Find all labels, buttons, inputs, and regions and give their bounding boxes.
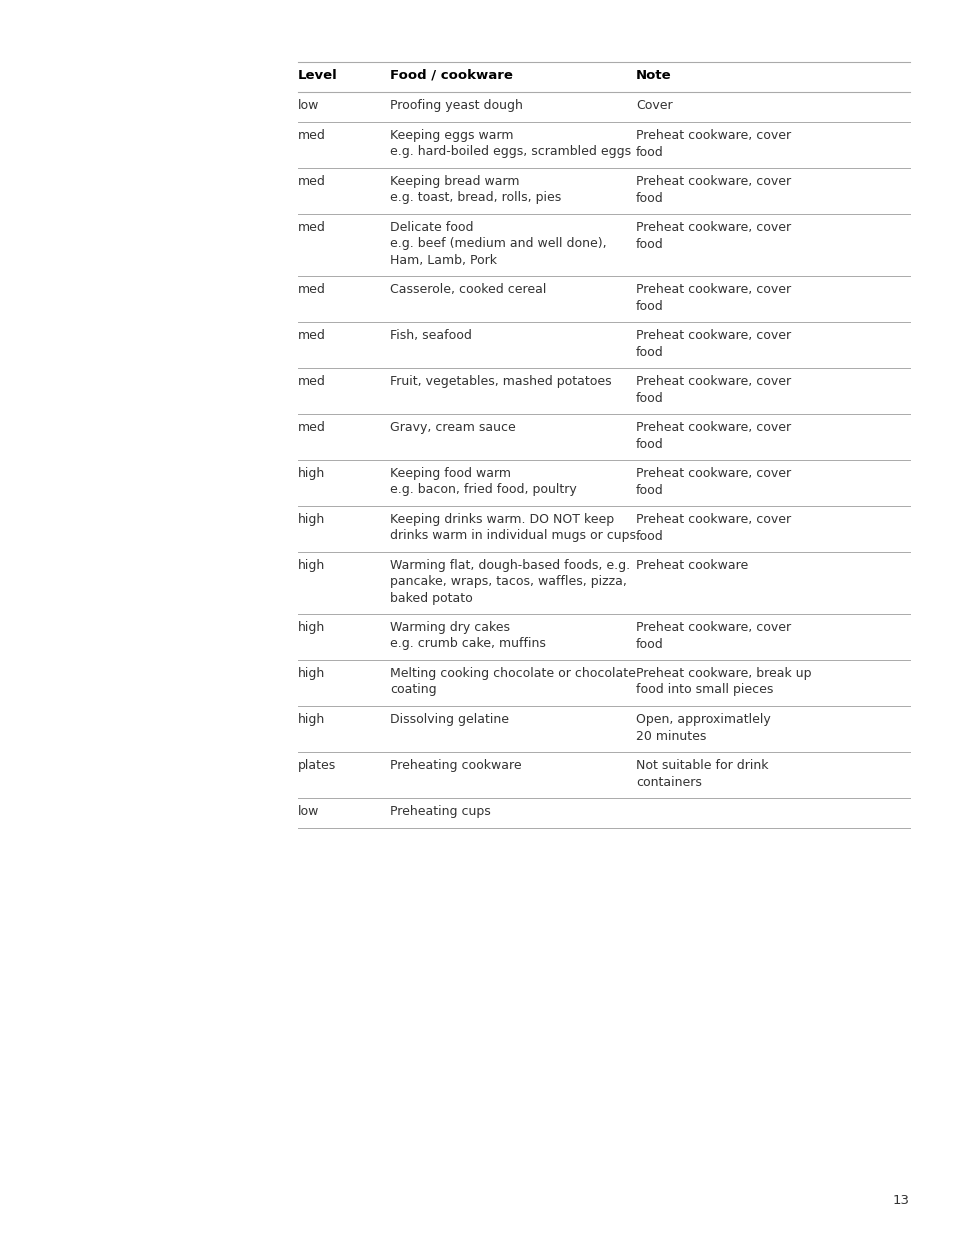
Text: med: med	[297, 329, 326, 342]
Text: Preheat cookware, cover
food: Preheat cookware, cover food	[636, 467, 790, 496]
Text: Keeping bread warm
e.g. toast, bread, rolls, pies: Keeping bread warm e.g. toast, bread, ro…	[390, 175, 560, 205]
Text: Open, approximatlely
20 minutes: Open, approximatlely 20 minutes	[636, 713, 770, 742]
Text: med: med	[297, 175, 326, 188]
Text: Fruit, vegetables, mashed potatoes: Fruit, vegetables, mashed potatoes	[390, 375, 611, 388]
Text: high: high	[297, 621, 325, 634]
Text: Note: Note	[636, 69, 671, 82]
Text: Preheat cookware, cover
food: Preheat cookware, cover food	[636, 283, 790, 312]
Text: Warming flat, dough-based foods, e.g.
pancake, wraps, tacos, waffles, pizza,
bak: Warming flat, dough-based foods, e.g. pa…	[390, 559, 630, 605]
Text: Preheat cookware: Preheat cookware	[636, 559, 747, 572]
Text: 13: 13	[892, 1194, 909, 1207]
Text: Level: Level	[297, 69, 337, 82]
Text: Warming dry cakes
e.g. crumb cake, muffins: Warming dry cakes e.g. crumb cake, muffi…	[390, 621, 545, 651]
Text: Preheat cookware, cover
food: Preheat cookware, cover food	[636, 513, 790, 542]
Text: high: high	[297, 667, 325, 680]
Text: med: med	[297, 221, 326, 233]
Text: Keeping drinks warm. DO NOT keep
drinks warm in individual mugs or cups.: Keeping drinks warm. DO NOT keep drinks …	[390, 513, 639, 542]
Text: Preheating cups: Preheating cups	[390, 805, 490, 818]
Text: Fish, seafood: Fish, seafood	[390, 329, 472, 342]
Text: Delicate food
e.g. beef (medium and well done),
Ham, Lamb, Pork: Delicate food e.g. beef (medium and well…	[390, 221, 606, 267]
Text: Preheat cookware, break up
food into small pieces: Preheat cookware, break up food into sma…	[636, 667, 811, 697]
Text: med: med	[297, 375, 326, 388]
Text: Keeping food warm
e.g. bacon, fried food, poultry: Keeping food warm e.g. bacon, fried food…	[390, 467, 577, 496]
Text: high: high	[297, 467, 325, 480]
Text: med: med	[297, 283, 326, 296]
Text: med: med	[297, 421, 326, 433]
Text: Not suitable for drink
containers: Not suitable for drink containers	[636, 760, 768, 788]
Text: low: low	[297, 99, 319, 112]
Text: Keeping eggs warm
e.g. hard-boiled eggs, scrambled eggs: Keeping eggs warm e.g. hard-boiled eggs,…	[390, 128, 631, 158]
Text: Preheating cookware: Preheating cookware	[390, 760, 521, 772]
Text: Preheat cookware, cover
food: Preheat cookware, cover food	[636, 175, 790, 205]
Text: Preheat cookware, cover
food: Preheat cookware, cover food	[636, 621, 790, 651]
Text: Preheat cookware, cover
food: Preheat cookware, cover food	[636, 221, 790, 251]
Text: Preheat cookware, cover
food: Preheat cookware, cover food	[636, 421, 790, 451]
Text: high: high	[297, 713, 325, 726]
Text: Preheat cookware, cover
food: Preheat cookware, cover food	[636, 329, 790, 358]
Text: Preheat cookware, cover
food: Preheat cookware, cover food	[636, 128, 790, 158]
Text: med: med	[297, 128, 326, 142]
Text: Cover: Cover	[636, 99, 672, 112]
Text: low: low	[297, 805, 319, 818]
Text: high: high	[297, 513, 325, 526]
Text: high: high	[297, 559, 325, 572]
Text: Dissolving gelatine: Dissolving gelatine	[390, 713, 509, 726]
Text: Melting cooking chocolate or chocolate
coating: Melting cooking chocolate or chocolate c…	[390, 667, 636, 697]
Text: Preheat cookware, cover
food: Preheat cookware, cover food	[636, 375, 790, 405]
Text: plates: plates	[297, 760, 335, 772]
Text: Casserole, cooked cereal: Casserole, cooked cereal	[390, 283, 546, 296]
Text: Gravy, cream sauce: Gravy, cream sauce	[390, 421, 516, 433]
Text: Proofing yeast dough: Proofing yeast dough	[390, 99, 522, 112]
Text: Food / cookware: Food / cookware	[390, 69, 513, 82]
